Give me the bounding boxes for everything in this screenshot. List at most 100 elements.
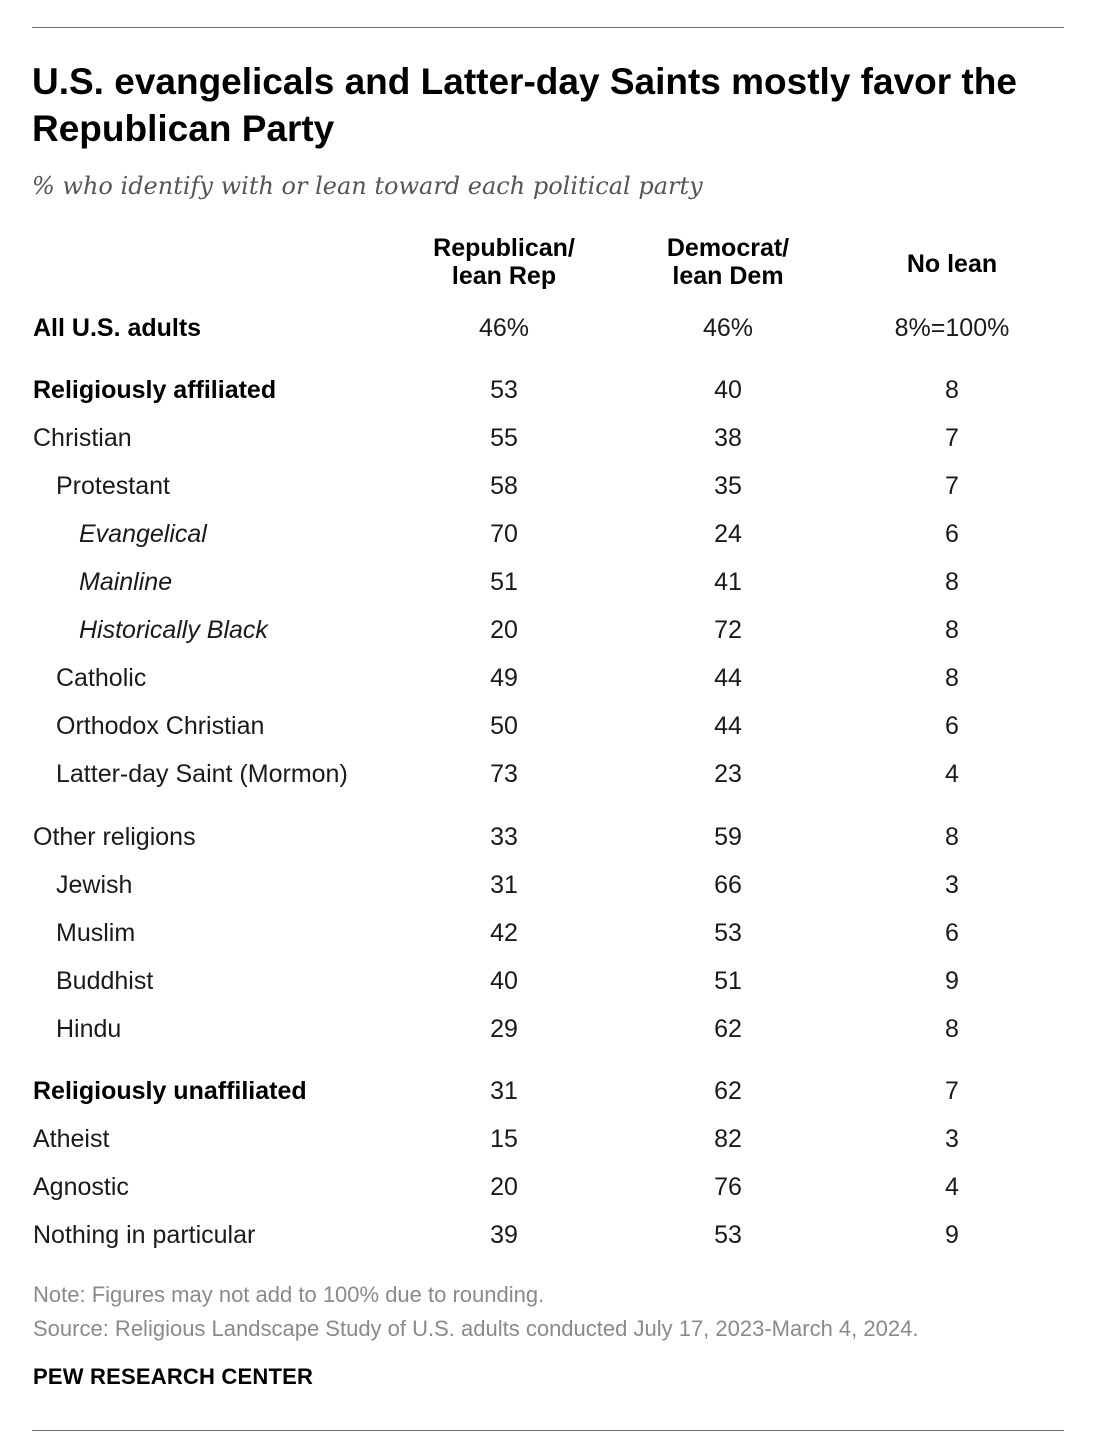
table-row: Buddhist 40 51 9 — [0, 957, 1108, 1005]
row-label: Protestant — [56, 472, 170, 500]
no-lean-value: 8 — [945, 1015, 959, 1043]
democrat-value: 24 — [714, 520, 742, 548]
no-lean-value: 8%=100% — [894, 314, 1010, 342]
no-lean-value: 3 — [945, 1125, 959, 1153]
row-label: Atheist — [33, 1125, 110, 1153]
row-label: Christian — [33, 424, 132, 452]
table-row: Evangelical 70 24 6 — [0, 510, 1108, 558]
column-header-no-lean: No lean — [842, 250, 1062, 278]
democrat-value: 62 — [714, 1077, 742, 1105]
democrat-value: 51 — [714, 967, 742, 995]
no-lean-value: 7 — [945, 472, 959, 500]
table-row: Catholic 49 44 8 — [0, 654, 1108, 702]
democrat-value: 62 — [714, 1015, 742, 1043]
republican-value: 20 — [490, 616, 518, 644]
republican-value: 50 — [490, 712, 518, 740]
row-label: Muslim — [56, 919, 136, 947]
no-lean-value: 8 — [945, 376, 959, 404]
no-lean-value: 8 — [945, 568, 959, 596]
no-lean-value: 3 — [945, 871, 959, 899]
row-label: Latter-day Saint (Mormon) — [56, 760, 348, 788]
table-row: Protestant 58 35 7 — [0, 462, 1108, 510]
column-header-line: lean Rep — [451, 262, 557, 290]
table-row: Agnostic 20 76 4 — [0, 1163, 1108, 1211]
democrat-value: 82 — [714, 1125, 742, 1153]
democrat-value: 53 — [714, 919, 742, 947]
column-header-democrat: Democrat/ lean Dem — [618, 234, 838, 290]
table-row: Other religions 33 59 8 — [0, 813, 1108, 861]
row-label: Mainline — [79, 568, 173, 596]
chart-title: U.S. evangelicals and Latter-day Saints … — [32, 61, 1017, 149]
democrat-value: 35 — [714, 472, 742, 500]
table-row: Orthodox Christian 50 44 6 — [0, 702, 1108, 750]
democrat-value: 44 — [714, 664, 742, 692]
republican-value: 40 — [490, 967, 518, 995]
table-row: Latter-day Saint (Mormon) 73 23 4 — [0, 750, 1108, 798]
democrat-value: 40 — [714, 376, 742, 404]
row-label: Religiously unaffiliated — [33, 1077, 307, 1105]
no-lean-value: 6 — [945, 919, 959, 947]
row-label: Other religions — [33, 823, 196, 851]
democrat-value: 44 — [714, 712, 742, 740]
republican-value: 29 — [490, 1015, 518, 1043]
democrat-value: 66 — [714, 871, 742, 899]
table-row: Mainline 51 41 8 — [0, 558, 1108, 606]
democrat-value: 59 — [714, 823, 742, 851]
republican-value: 49 — [490, 664, 518, 692]
table-row: Religiously unaffiliated 31 62 7 — [0, 1067, 1108, 1115]
democrat-value: 46% — [702, 314, 754, 342]
table-row: Religiously affiliated 53 40 8 — [0, 366, 1108, 414]
source-text: Source: Religious Landscape Study of U.S… — [33, 1316, 919, 1341]
row-label: Orthodox Christian — [56, 712, 265, 740]
no-lean-value: 7 — [945, 424, 959, 452]
no-lean-value: 8 — [945, 616, 959, 644]
row-label: Hindu — [56, 1015, 122, 1043]
republican-value: 53 — [490, 376, 518, 404]
row-label: Historically Black — [79, 616, 268, 644]
republican-value: 39 — [490, 1221, 518, 1249]
column-header-line: No lean — [906, 250, 998, 278]
row-label: Religiously affiliated — [33, 376, 277, 404]
republican-value: 20 — [490, 1173, 518, 1201]
republican-value: 46% — [478, 314, 530, 342]
pew-research-center-logo: PEW RESEARCH CENTER — [33, 1364, 314, 1389]
column-header-line: Democrat/ — [666, 234, 790, 262]
column-header-line: Republican/ — [433, 234, 575, 262]
row-label: Buddhist — [56, 967, 154, 995]
column-header-republican: Republican/ lean Rep — [394, 234, 614, 290]
row-label: All U.S. adults — [33, 314, 202, 342]
no-lean-value: 6 — [945, 712, 959, 740]
republican-value: 31 — [490, 1077, 518, 1105]
table-row: Atheist 15 82 3 — [0, 1115, 1108, 1163]
row-label: Agnostic — [33, 1173, 129, 1201]
no-lean-value: 8 — [945, 664, 959, 692]
row-label: Nothing in particular — [33, 1221, 256, 1249]
no-lean-value: 4 — [945, 1173, 959, 1201]
row-label: Catholic — [56, 664, 147, 692]
democrat-value: 38 — [714, 424, 742, 452]
republican-value: 73 — [490, 760, 518, 788]
democrat-value: 76 — [714, 1173, 742, 1201]
democrat-value: 41 — [714, 568, 742, 596]
row-label: Evangelical — [79, 520, 207, 548]
top-rule — [32, 27, 1064, 28]
table-row: Hindu 29 62 8 — [0, 1005, 1108, 1053]
no-lean-value: 9 — [945, 967, 959, 995]
democrat-value: 72 — [714, 616, 742, 644]
no-lean-value: 7 — [945, 1077, 959, 1105]
table-row: Nothing in particular 39 53 9 — [0, 1211, 1108, 1259]
no-lean-value: 6 — [945, 520, 959, 548]
republican-value: 33 — [490, 823, 518, 851]
column-header-line: lean Dem — [672, 262, 784, 290]
democrat-value: 23 — [714, 760, 742, 788]
no-lean-value: 8 — [945, 823, 959, 851]
row-label: Jewish — [56, 871, 133, 899]
republican-value: 42 — [490, 919, 518, 947]
table-row: Historically Black 20 72 8 — [0, 606, 1108, 654]
note-text: Note: Figures may not add to 100% due to… — [33, 1282, 545, 1307]
table-row: Christian 55 38 7 — [0, 414, 1108, 462]
no-lean-value: 9 — [945, 1221, 959, 1249]
bottom-rule — [32, 1430, 1064, 1431]
republican-value: 55 — [490, 424, 518, 452]
democrat-value: 53 — [714, 1221, 742, 1249]
